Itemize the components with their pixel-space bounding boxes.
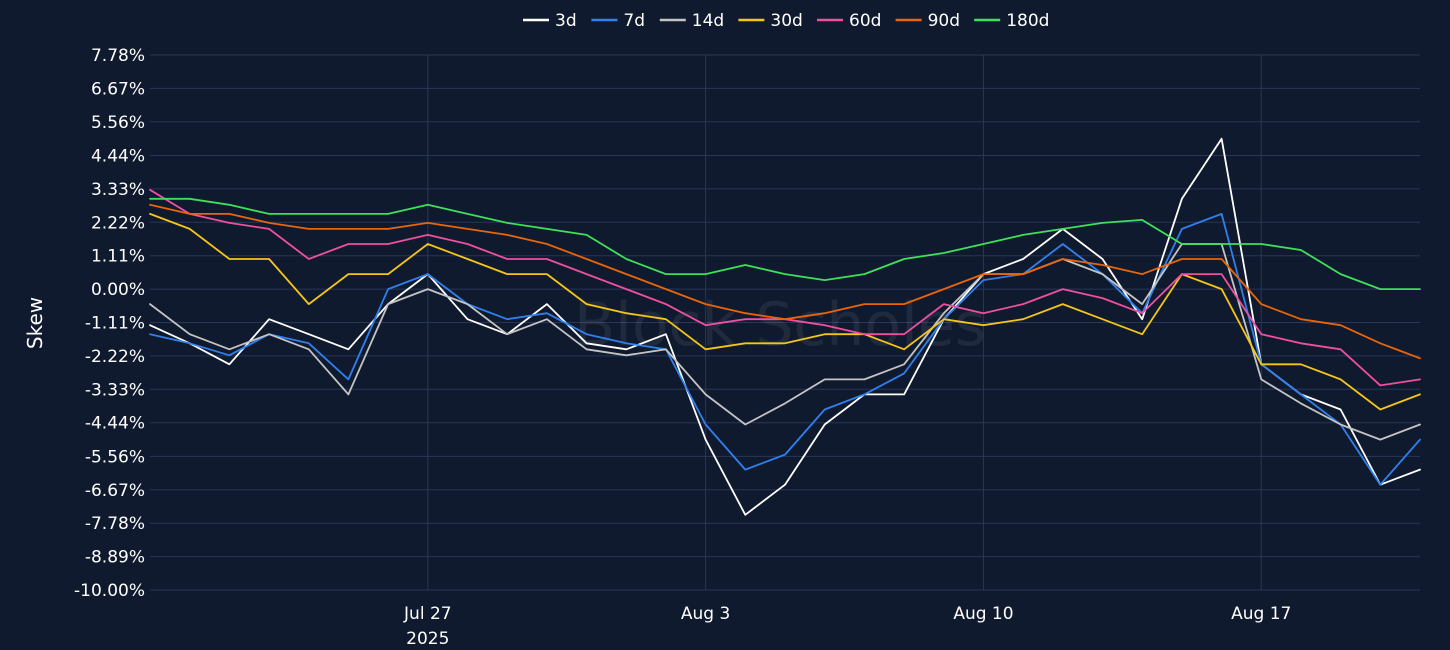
y-axis-title: Skew [23, 297, 47, 349]
y-tick-label: -7.78% [85, 514, 145, 534]
series-line-90d [149, 203, 1421, 360]
series-line-30d [149, 213, 1421, 411]
y-tick-label: -10.00% [74, 581, 145, 601]
series-line-3d [149, 137, 1421, 516]
x-tick-label: Jul 27 [403, 604, 452, 624]
x-tick-label: Aug 3 [681, 604, 730, 624]
y-tick-label: -1.11% [85, 314, 145, 334]
series-line-180d [149, 197, 1421, 290]
y-tick-label: -8.89% [85, 548, 145, 568]
y-tick-label: -5.56% [85, 447, 145, 467]
x-tick-label: Aug 10 [953, 604, 1013, 624]
watermark-logo: Block Scholes [574, 290, 986, 360]
legend-label-60d: 60d [849, 11, 881, 31]
y-tick-label: 5.56% [91, 113, 145, 133]
y-tick-label: 0.00% [91, 280, 145, 300]
legend-label-180d: 180d [1006, 11, 1049, 31]
y-axis-ticks: 7.78% 6.67% 5.56% 4.44% 3.33% 2.22% 1.11% 0.00%… [74, 46, 145, 601]
grid [150, 54, 1420, 591]
y-tick-label: -3.33% [85, 380, 145, 400]
y-tick-label: -6.67% [85, 481, 145, 501]
y-tick-label: 2.22% [91, 213, 145, 233]
y-tick-label: 3.33% [91, 180, 145, 200]
legend-label-90d: 90d [928, 11, 960, 31]
y-tick-label: 6.67% [91, 79, 145, 99]
legend-label-7d: 7d [623, 11, 645, 31]
y-tick-label: 7.78% [91, 46, 145, 66]
y-tick-label: -4.44% [85, 414, 145, 434]
series-lines [149, 137, 1421, 516]
y-tick-label: -2.22% [85, 347, 145, 367]
x-tick-year-label: 2025 [406, 629, 449, 649]
legend: 3d 7d 14d 30d 60d 90d 180d [523, 11, 1049, 31]
legend-label-30d: 30d [770, 11, 802, 31]
y-tick-label: 4.44% [91, 147, 145, 167]
y-tick-label: 1.11% [91, 247, 145, 267]
x-axis-ticks: Jul 27 2025 Aug 3 Aug 10 Aug 17 [403, 604, 1291, 649]
x-tick-label: Aug 17 [1231, 604, 1291, 624]
legend-label-14d: 14d [692, 11, 724, 31]
legend-label-3d: 3d [555, 11, 577, 31]
series-line-7d [149, 213, 1421, 486]
